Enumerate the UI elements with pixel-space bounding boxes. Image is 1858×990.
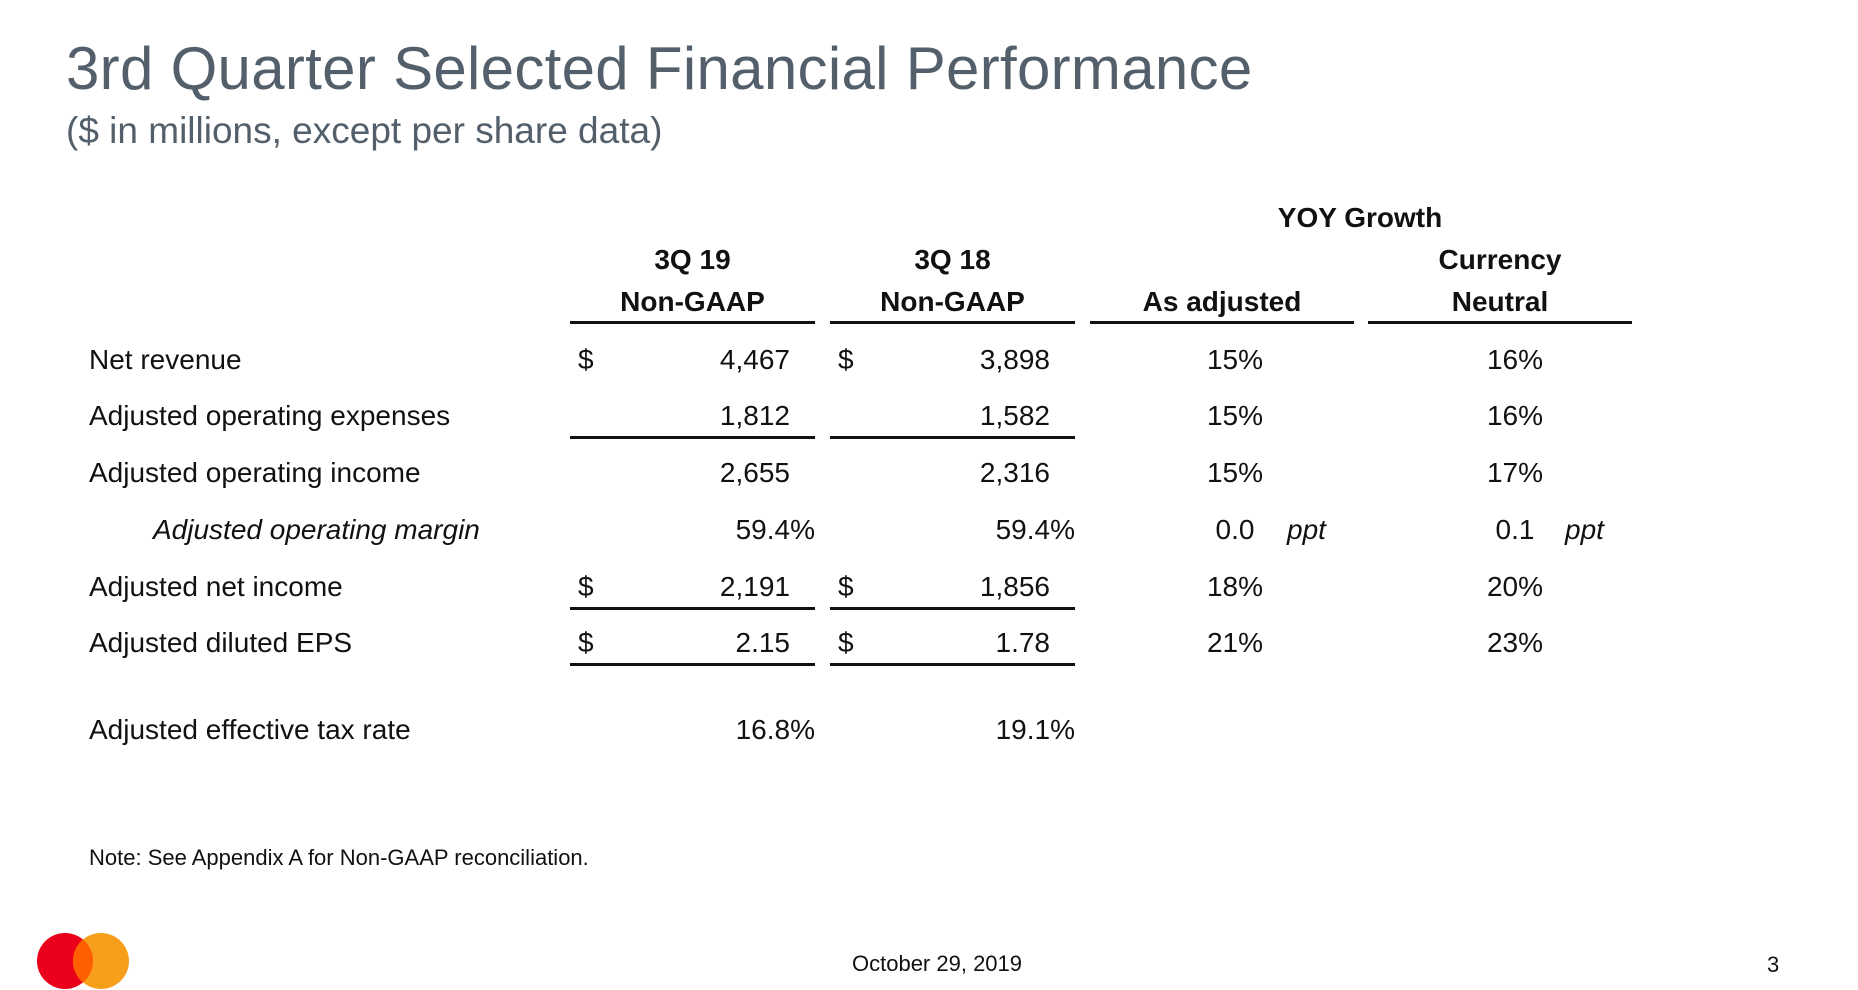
value-currency-neutral: 0.1 bbox=[1495, 514, 1535, 545]
value-3q19: 2.15 bbox=[735, 627, 791, 658]
header-currency-line2: Neutral bbox=[1451, 286, 1549, 317]
value-3q18: 59.4% bbox=[995, 514, 1075, 545]
value-3q18: 2,316 bbox=[979, 457, 1050, 488]
eps-rule-3q19 bbox=[570, 663, 815, 666]
header-yoy-growth: YOY Growth bbox=[1277, 202, 1443, 233]
row-label-operating-margin: Adjusted operating margin bbox=[153, 514, 480, 545]
value-3q19: 2,191 bbox=[719, 571, 790, 602]
value-3q19: 4,467 bbox=[719, 344, 790, 375]
value-3q19: 1,812 bbox=[719, 400, 790, 431]
row-label-operating-expenses: Adjusted operating expenses bbox=[89, 400, 451, 431]
row-label-net-revenue: Net revenue bbox=[89, 344, 242, 375]
currency-symbol: $ bbox=[838, 571, 854, 602]
value-currency-neutral: 16% bbox=[1486, 400, 1544, 431]
eps-rule-3q18 bbox=[830, 663, 1075, 666]
header-rule-3q19 bbox=[570, 321, 815, 324]
value-3q18: 19.1% bbox=[995, 714, 1075, 745]
unit-ppt: ppt bbox=[1287, 514, 1326, 545]
currency-symbol: $ bbox=[838, 627, 854, 658]
row-label-net-income: Adjusted net income bbox=[89, 571, 343, 602]
value-as-adjusted: 0.0 bbox=[1215, 514, 1255, 545]
logo-overlap bbox=[72, 939, 94, 983]
currency-symbol: $ bbox=[578, 344, 594, 375]
value-as-adjusted: 21% bbox=[1206, 627, 1264, 658]
value-currency-neutral: 17% bbox=[1486, 457, 1544, 488]
header-as-adjusted: As adjusted bbox=[1142, 286, 1302, 317]
value-as-adjusted: 15% bbox=[1206, 344, 1264, 375]
value-currency-neutral: 20% bbox=[1486, 571, 1544, 602]
currency-symbol: $ bbox=[838, 344, 854, 375]
currency-symbol: $ bbox=[578, 571, 594, 602]
footnote: Note: See Appendix A for Non-GAAP reconc… bbox=[89, 845, 589, 870]
value-3q19: 2,655 bbox=[719, 457, 790, 488]
net-income-rule-3q19 bbox=[570, 607, 815, 610]
page-title: 3rd Quarter Selected Financial Performan… bbox=[66, 35, 1253, 102]
header-currency-line1: Currency bbox=[1438, 244, 1562, 275]
value-currency-neutral: 23% bbox=[1486, 627, 1544, 658]
value-as-adjusted: 18% bbox=[1206, 571, 1264, 602]
header-3q18-line2: Non-GAAP bbox=[880, 286, 1025, 317]
value-3q19: 59.4% bbox=[735, 514, 815, 545]
header-3q18-line1: 3Q 18 bbox=[914, 244, 991, 275]
row-label-effective-tax-rate: Adjusted effective tax rate bbox=[89, 714, 411, 745]
value-3q18: 1,856 bbox=[979, 571, 1050, 602]
subtotal-rule-3q18 bbox=[830, 436, 1075, 439]
value-as-adjusted: 15% bbox=[1206, 400, 1264, 431]
header-rule-currency bbox=[1368, 321, 1632, 324]
net-income-rule-3q18 bbox=[830, 607, 1075, 610]
mastercard-logo bbox=[37, 933, 129, 989]
header-3q19-line2: Non-GAAP bbox=[620, 286, 765, 317]
subtotal-rule-3q19 bbox=[570, 436, 815, 439]
header-rule-as-adjusted bbox=[1090, 321, 1354, 324]
unit-ppt: ppt bbox=[1565, 514, 1604, 545]
value-as-adjusted: 15% bbox=[1206, 457, 1264, 488]
header-3q19-line1: 3Q 19 bbox=[654, 244, 731, 275]
value-3q18: 3,898 bbox=[979, 344, 1050, 375]
value-3q19: 16.8% bbox=[735, 714, 815, 745]
value-3q18: 1,582 bbox=[979, 400, 1050, 431]
page-subtitle: ($ in millions, except per share data) bbox=[66, 110, 663, 151]
row-label-diluted-eps: Adjusted diluted EPS bbox=[89, 627, 353, 658]
footer-date: October 29, 2019 bbox=[852, 951, 1023, 976]
row-label-operating-income: Adjusted operating income bbox=[89, 457, 421, 488]
header-rule-3q18 bbox=[830, 321, 1075, 324]
currency-symbol: $ bbox=[578, 627, 594, 658]
value-3q18: 1.78 bbox=[995, 627, 1051, 658]
value-currency-neutral: 16% bbox=[1486, 344, 1544, 375]
page-number: 3 bbox=[1767, 952, 1780, 977]
